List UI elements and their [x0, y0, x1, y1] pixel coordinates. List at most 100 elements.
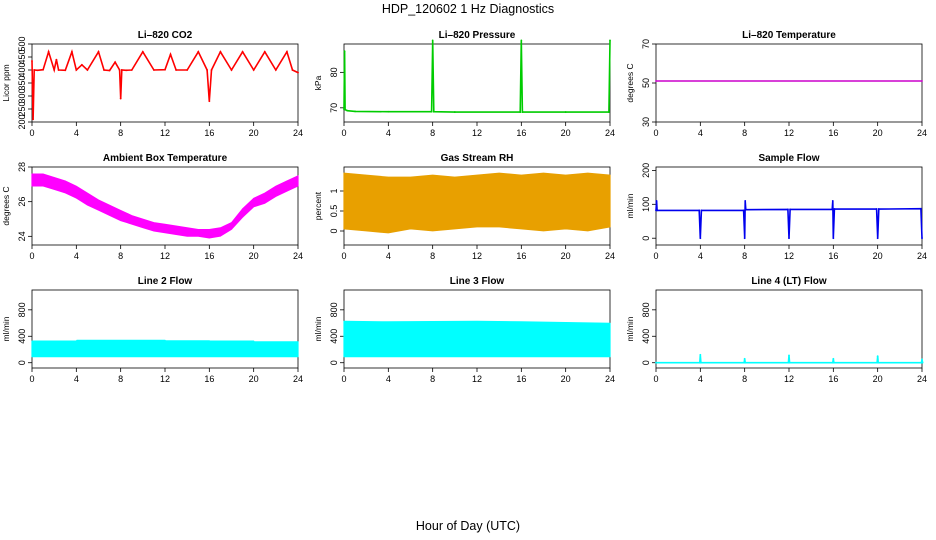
x-tick-label: 0: [341, 251, 346, 261]
x-tick-label: 4: [74, 374, 79, 384]
y-tick-label: 250: [17, 101, 27, 116]
panel-temp: Li–820 Temperature 0 4 8 12 16 20 24 30 50 70 degre…: [625, 30, 927, 138]
plot-frame: [31, 43, 299, 123]
x-tick-label: 12: [472, 128, 482, 138]
y-tick-label: 800: [17, 302, 27, 317]
data-point: [833, 208, 836, 210]
x-tick-label: 24: [293, 374, 303, 384]
x-tick-label: 0: [653, 251, 658, 261]
x-tick-label: 16: [828, 128, 838, 138]
data-point: [430, 110, 433, 113]
data-point: [32, 118, 35, 121]
y-tick-label: 0: [329, 228, 339, 233]
y-tick-label: 200: [17, 114, 27, 129]
data-point: [208, 100, 211, 103]
data-point: [354, 110, 356, 113]
data-point: [655, 80, 657, 82]
x-tick-label: 0: [29, 251, 34, 261]
panel-title: Line 4 (LT) Flow: [751, 276, 827, 287]
data-point: [744, 208, 747, 211]
data-point: [832, 361, 835, 364]
x-tick-label: 16: [828, 251, 838, 261]
panel-title: Li–820 CO2: [138, 30, 193, 41]
panel-ambient: Ambient Box Temperature 0 4 8 12 16 20 24 24 26 28…: [1, 153, 303, 261]
data-point: [921, 237, 923, 240]
x-tick-label: 24: [605, 374, 615, 384]
x-tick-label: 24: [917, 251, 927, 261]
data-point: [286, 50, 288, 53]
panel-title: Line 3 Flow: [450, 276, 505, 287]
data-point: [71, 50, 73, 53]
x-tick-label: 4: [698, 128, 703, 138]
x-tick-label: 20: [249, 374, 259, 384]
data-point: [743, 237, 746, 240]
x-tick-label: 4: [698, 251, 703, 261]
x-tick-label: 8: [742, 251, 747, 261]
x-tick-label: 24: [917, 128, 927, 138]
x-tick-label: 4: [74, 251, 79, 261]
panel-title: Gas Stream RH: [441, 153, 514, 164]
x-tick-label: 16: [204, 128, 214, 138]
x-tick-label: 0: [341, 374, 346, 384]
y-tick-label: 400: [329, 329, 339, 344]
data-point: [141, 50, 144, 53]
x-tick-label: 24: [293, 128, 303, 138]
y-axis-label: ml/min: [625, 193, 635, 218]
data-point: [786, 208, 789, 211]
y-tick-label: 0.5: [329, 205, 339, 218]
data-point: [832, 357, 835, 360]
data-point: [519, 111, 522, 113]
x-tick-label: 8: [118, 251, 123, 261]
data-point: [241, 50, 244, 53]
panel-title: Sample Flow: [758, 153, 819, 164]
y-tick-label: 400: [17, 62, 27, 77]
data-point: [103, 69, 105, 71]
data-point: [297, 71, 299, 74]
data-point: [164, 68, 166, 71]
data-point: [831, 200, 834, 202]
panel-line3: Line 3 Flow 0 4 8 12 16 20 24 0 400 800 ml/min: [313, 276, 615, 384]
x-tick-label: 16: [516, 251, 526, 261]
x-tick-label: 20: [873, 374, 883, 384]
y-tick-label: 28: [17, 162, 27, 172]
data-point: [206, 69, 209, 71]
data-point: [699, 361, 702, 364]
data-point: [108, 69, 111, 72]
data-point: [520, 39, 523, 42]
data-point: [609, 39, 611, 42]
data-point: [197, 50, 200, 53]
data-point: [432, 110, 435, 113]
data-point: [607, 111, 610, 113]
panel-rh: Gas Stream RH 0 4 8 12 16 20 24 0 0.5 1 percent: [313, 153, 615, 261]
data-point: [877, 361, 880, 364]
x-tick-label: 20: [873, 128, 883, 138]
data-point: [125, 69, 128, 72]
x-tick-label: 0: [653, 374, 658, 384]
y-axis-label: kPa: [313, 75, 323, 90]
y-tick-label: 80: [329, 67, 339, 77]
y-tick-label: 200: [641, 163, 651, 178]
data-point: [53, 69, 56, 71]
y-tick-label: 800: [329, 302, 339, 317]
x-tick-label: 8: [742, 374, 747, 384]
data-point: [230, 69, 233, 71]
data-point: [788, 354, 790, 357]
data-point: [114, 61, 117, 64]
panel-sample: Sample Flow 0 4 8 12 16 20 24 0 100 200 ml/min: [625, 153, 927, 261]
data-point: [252, 69, 255, 71]
x-tick-label: 16: [828, 374, 838, 384]
data-point: [699, 353, 702, 356]
data-point: [80, 63, 83, 66]
x-tick-label: 20: [561, 374, 571, 384]
data-point: [210, 69, 213, 71]
y-tick-label: 30: [641, 117, 651, 127]
data-point: [744, 361, 747, 364]
data-point: [130, 69, 133, 71]
data-point: [263, 50, 266, 53]
y-tick-label: 24: [17, 231, 27, 241]
x-tick-label: 16: [516, 374, 526, 384]
figure-title: HDP_120602 1 Hz Diagnostics: [382, 2, 554, 16]
figure-xlabel: Hour of Day (UTC): [416, 519, 520, 533]
y-axis-label: ml/min: [1, 316, 11, 341]
